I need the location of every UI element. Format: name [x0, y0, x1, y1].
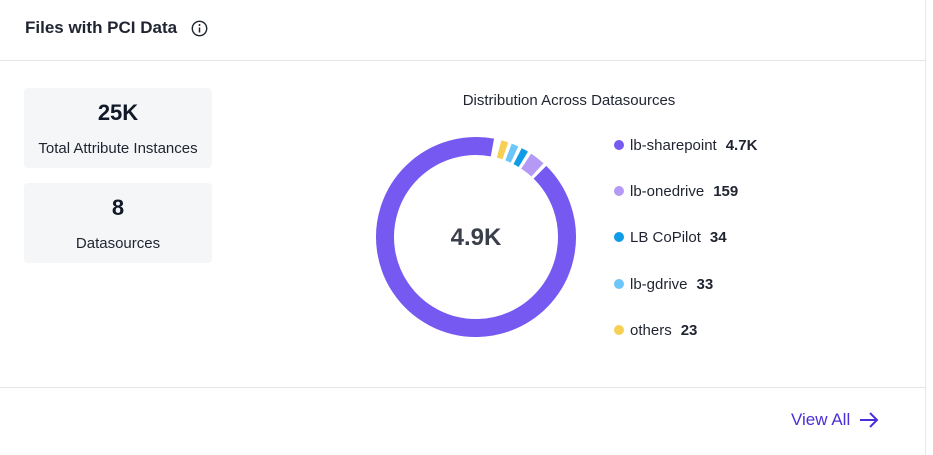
legend-value: 4.7K [725, 136, 758, 154]
chart-title: Distribution Across Datasources [462, 92, 676, 109]
stat-label: Total Attribute Instances [38, 140, 198, 157]
legend-dot [614, 279, 624, 289]
view-all-label: View All [791, 410, 851, 429]
legend-label: others [630, 321, 672, 339]
legend-item[interactable]: others 23 [614, 321, 697, 339]
view-all-link[interactable]: View All [791, 410, 880, 430]
legend-value: 33 [696, 275, 714, 293]
legend-item[interactable]: LB CoPilot 34 [614, 228, 727, 246]
donut-center-value: 4.9K [451, 224, 502, 251]
legend-dot [614, 232, 624, 242]
legend-value: 159 [713, 182, 739, 200]
donut-slice-lb-onedrive[interactable] [521, 153, 544, 177]
stat-value: 25K [97, 100, 139, 125]
arrow-right-icon [860, 412, 879, 428]
legend-value: 34 [709, 228, 727, 246]
legend-label: lb-onedrive [630, 182, 705, 200]
donut-slice-lb-copilot[interactable] [513, 148, 528, 167]
legend-item[interactable]: lb-sharepoint 4.7K [614, 136, 757, 154]
donut-slice-others[interactable] [496, 140, 509, 160]
stat-total-attribute-instances: 25K Total Attribute Instances [24, 88, 212, 168]
legend-label: lb-sharepoint [630, 136, 717, 154]
stat-datasources: 8 Datasources [24, 183, 212, 263]
donut-chart: 4.9K [376, 137, 576, 337]
legend-dot [614, 325, 624, 335]
legend-dot [614, 186, 624, 196]
legend-value: 23 [680, 321, 698, 339]
donut-slice-lb-sharepoint[interactable] [376, 137, 576, 337]
legend-label: lb-gdrive [630, 275, 688, 293]
stat-value: 8 [111, 195, 125, 220]
card-title: Files with PCI Data [25, 18, 178, 37]
footer-divider [0, 387, 925, 388]
card-border [925, 0, 926, 455]
legend-label: LB CoPilot [630, 228, 701, 246]
legend-dot [614, 140, 624, 150]
stat-label: Datasources [75, 235, 161, 252]
legend-item[interactable]: lb-gdrive 33 [614, 275, 713, 293]
info-icon[interactable] [191, 20, 208, 37]
legend-item[interactable]: lb-onedrive 159 [614, 182, 738, 200]
card-header: Files with PCI Data [0, 0, 925, 61]
donut-slice-lb-gdrive[interactable] [505, 143, 519, 163]
